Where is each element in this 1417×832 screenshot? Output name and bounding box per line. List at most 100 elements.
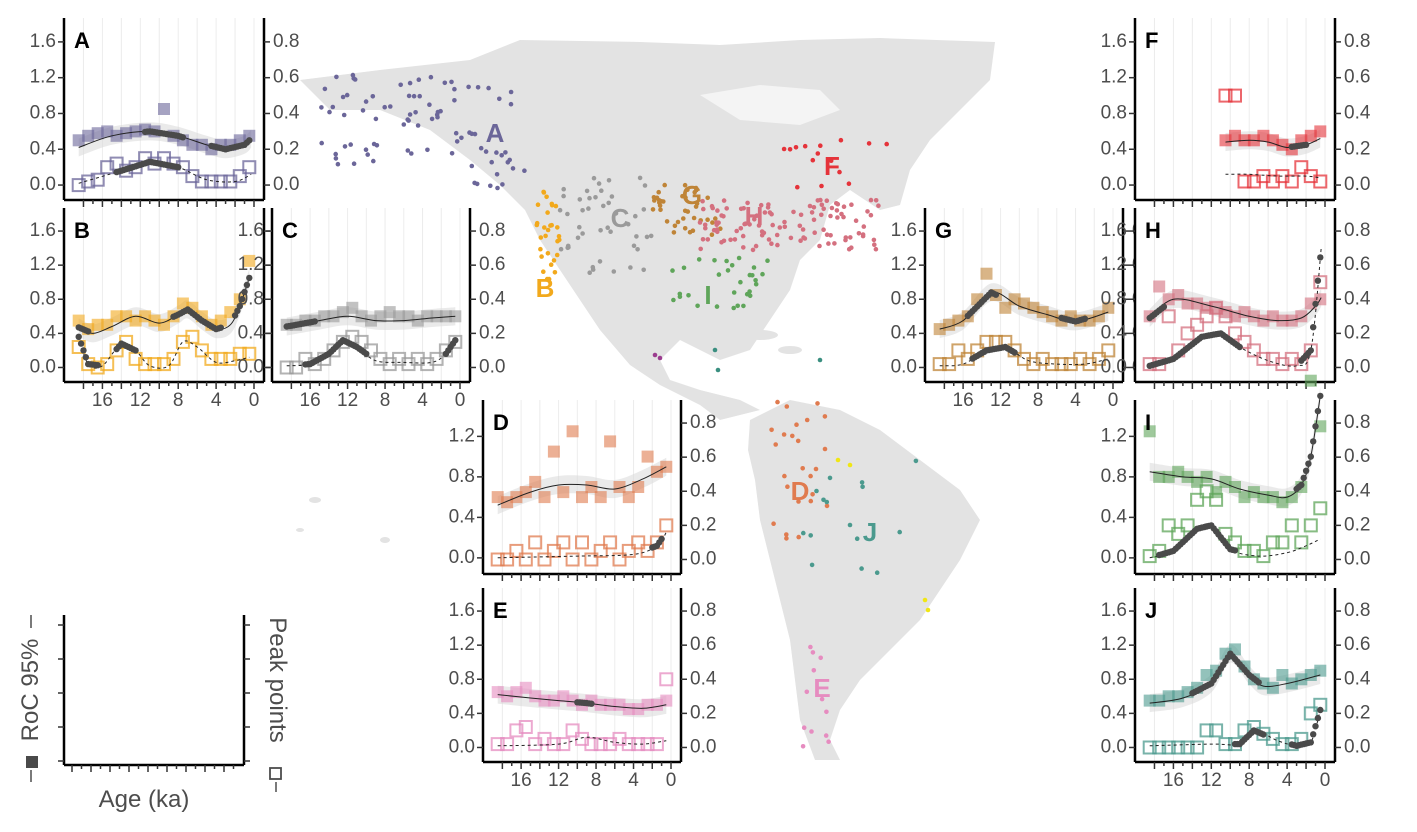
site-point-a — [388, 104, 393, 109]
left-tick-label: 1.2 — [1101, 67, 1127, 88]
bottom-tick-label: 8 — [1033, 390, 1044, 411]
peak-point — [1237, 174, 1252, 189]
site-point-j — [913, 458, 919, 464]
site-point-a — [510, 166, 516, 171]
site-point-h — [868, 212, 874, 218]
roc-significant-point — [1300, 474, 1307, 482]
site-point-a — [469, 163, 475, 169]
site-point-h — [741, 245, 746, 250]
bottom-tick-label: 12 — [1201, 770, 1222, 791]
site-point-j — [854, 536, 860, 541]
island-shape — [296, 528, 304, 532]
site-point-c — [586, 206, 591, 211]
site-point-c — [637, 175, 643, 181]
site-point-i — [753, 278, 758, 283]
bottom-tick-label: 16 — [953, 390, 974, 411]
site-point-c — [577, 197, 583, 202]
site-point-other — [817, 357, 823, 363]
roc-point — [557, 690, 570, 703]
right-tick-label: 0.6 — [1344, 254, 1370, 275]
roc-point — [622, 491, 635, 504]
site-point-h — [876, 203, 881, 208]
right-tick-label: 0.8 — [1344, 31, 1370, 52]
peak-significant-point — [132, 347, 139, 354]
site-point-b — [542, 225, 547, 230]
roc-point — [1247, 310, 1260, 323]
peak-significant-point — [1317, 706, 1324, 714]
site-point-i — [751, 265, 757, 270]
peak-point — [1303, 343, 1318, 358]
peak-point — [500, 552, 515, 567]
roc-point — [327, 310, 340, 323]
site-point-a — [340, 94, 346, 100]
site-point-d — [784, 404, 790, 409]
site-point-d — [796, 499, 801, 504]
peak-curve — [78, 336, 250, 369]
site-point-b — [549, 202, 555, 208]
site-point-a — [333, 156, 339, 161]
site-point-other — [922, 597, 928, 603]
right-tick-label: 0.2 — [1344, 514, 1370, 535]
roc-point — [613, 481, 626, 493]
left-tick-label: 1.6 — [1101, 600, 1127, 621]
site-point-f — [837, 169, 842, 175]
peak-point — [649, 737, 664, 752]
peak-point — [1256, 549, 1271, 564]
site-point-c — [591, 175, 597, 181]
site-point-g — [692, 189, 697, 195]
peak-point — [640, 543, 655, 558]
peak-point — [518, 552, 533, 567]
peak-point — [1275, 737, 1290, 752]
site-point-h — [719, 213, 724, 218]
site-point-a — [371, 141, 377, 147]
roc-point — [158, 318, 170, 331]
peak-curve — [497, 736, 667, 747]
map-region-labels: A B C D E F G H I J — [486, 118, 878, 703]
site-point-h — [856, 231, 862, 236]
right-tick-label: 0.6 — [690, 446, 716, 467]
roc-point — [1162, 470, 1175, 483]
site-point-h — [747, 222, 752, 227]
left-tick-label: 1.6 — [1101, 220, 1127, 241]
site-point-g — [658, 207, 663, 213]
site-point-i — [670, 268, 675, 273]
left-tick-label: 1.6 — [238, 220, 264, 241]
site-point-h — [868, 197, 874, 203]
map-label-i: I — [704, 280, 711, 310]
roc-point — [1191, 297, 1204, 310]
bottom-tick-label: 12 — [990, 390, 1011, 411]
site-point-c — [580, 231, 585, 236]
site-point-a — [363, 147, 369, 152]
site-point-h — [873, 198, 879, 203]
left-tick-label: 1.6 — [1101, 31, 1127, 52]
peak-significant-point — [94, 362, 101, 369]
site-point-i — [714, 304, 720, 309]
roc-point — [585, 481, 598, 493]
panel-h: 1.6 1.2 0.8 0.4 0.0 0.8 0.6 0.4 0.2 0.0 H — [1101, 208, 1371, 389]
right-tick-label: 0.6 — [479, 254, 505, 275]
site-point-b — [541, 269, 546, 275]
peak-point — [1237, 334, 1252, 349]
roc-point — [604, 698, 617, 711]
site-point-d — [795, 438, 801, 444]
left-tick-label: 0.0 — [891, 356, 917, 377]
site-point-j — [827, 475, 833, 481]
left-tick-label: 1.2 — [1101, 634, 1127, 655]
panel-letter: D — [493, 410, 509, 435]
bottom-tick-label: 0 — [455, 390, 466, 411]
left-tick-label: 0.4 — [30, 138, 57, 159]
site-point-d — [815, 401, 820, 406]
site-point-g — [693, 204, 699, 209]
peak-point — [138, 357, 153, 372]
site-point-d — [794, 422, 799, 428]
roc-point — [1153, 694, 1166, 707]
left-tick-label: 0.0 — [1101, 547, 1127, 568]
site-point-f — [866, 141, 872, 146]
peak-point — [1091, 351, 1106, 366]
peak-point — [1171, 740, 1186, 755]
roc-point — [1257, 129, 1270, 142]
roc-point — [557, 486, 570, 499]
panel-background — [1135, 18, 1335, 200]
left-tick-label: 0.8 — [449, 466, 475, 487]
